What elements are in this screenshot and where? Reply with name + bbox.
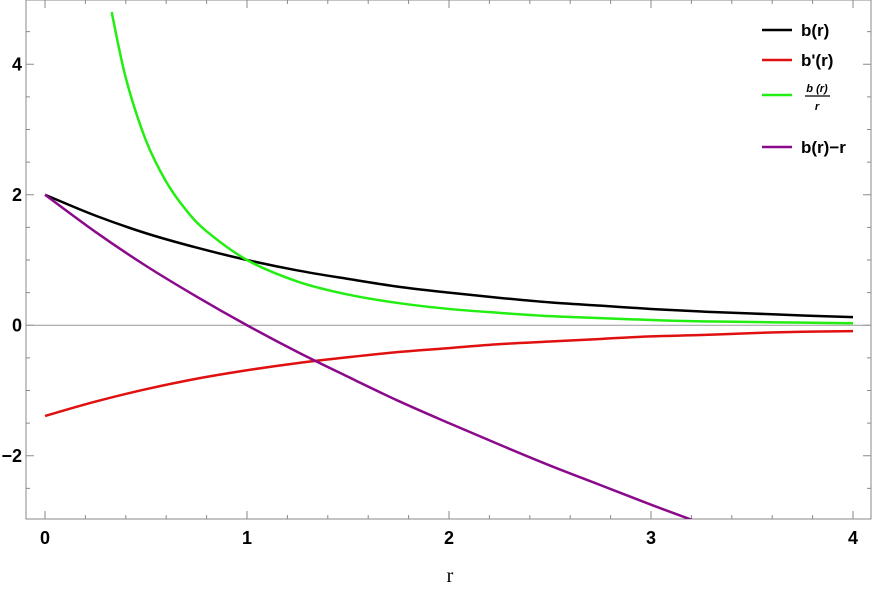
y-tick-label: −2: [1, 446, 22, 466]
plot-frame: [25, 0, 872, 520]
y-tick-label: 2: [12, 185, 22, 205]
series-layer: [44, 11, 854, 519]
tick-labels: 0 1 2 3 4 −2 0 2 4: [1, 54, 858, 548]
series-b-over-r-line: [110, 11, 854, 325]
x-tick-label: 1: [242, 528, 252, 548]
series-b-prime-legend-label: b'(r): [801, 51, 833, 70]
x-tick-label: 2: [444, 528, 454, 548]
series-b-line: [44, 193, 854, 319]
x-tick-label: 3: [646, 528, 656, 548]
series-b-minus-r-legend-label: b(r)−r: [801, 138, 846, 157]
series-b-prime-line: [44, 329, 854, 418]
x-axis-label: r: [447, 565, 454, 587]
series-b-minus-r-line: [44, 193, 692, 519]
series-b-legend-label: b(r): [801, 21, 829, 40]
series-b-over-r-legend-denominator: r: [815, 101, 820, 113]
series-b-over-r-legend-numerator: b (r): [806, 83, 828, 95]
y-tick-label: 4: [12, 54, 22, 74]
y-tick-label: 0: [12, 315, 22, 335]
axis-ticks: [26, 0, 871, 519]
x-tick-label: 0: [40, 528, 50, 548]
legend: b(r) b'(r) b (r) r b(r)−r: [762, 21, 846, 157]
x-tick-label: 4: [848, 528, 858, 548]
